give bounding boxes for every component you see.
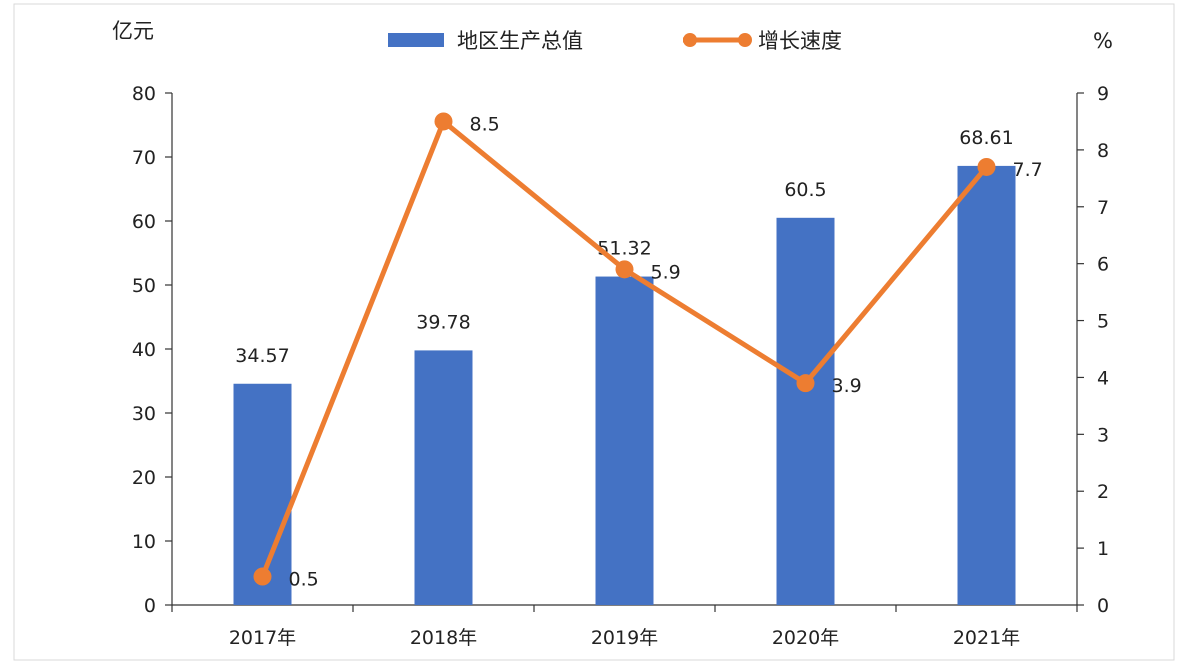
right-tick-label: 8 [1097,140,1109,162]
right-axis: 0 1 2 3 4 5 6 7 8 9 [1076,83,1109,617]
legend-swatch-gdp [388,33,444,47]
growth-point [615,260,634,279]
legend-label-gdp: 地区生产总值 [457,29,583,53]
left-tick-label: 30 [132,403,156,425]
bar-value-label: 68.61 [959,127,1013,149]
legend-swatch-growth [683,33,752,47]
right-tick-label: 2 [1097,481,1109,503]
x-tick-label: 2021年 [953,627,1020,649]
x-tick-label: 2019年 [591,627,658,649]
x-tick-label: 2018年 [410,627,477,649]
bar [957,165,1016,605]
left-tick-label: 50 [132,275,156,297]
left-tick-label: 10 [132,531,156,553]
bar-value-label: 34.57 [235,345,289,367]
right-tick-label: 4 [1097,367,1109,389]
right-tick-label: 7 [1097,197,1109,219]
left-tick-label: 70 [132,147,156,169]
bar-series [233,165,1016,606]
left-tick-label: 20 [132,467,156,489]
growth-value-label: 0.5 [289,569,319,591]
left-axis: 0 10 20 30 40 50 60 70 80 [132,83,173,617]
right-tick-label: 9 [1097,83,1109,105]
left-axis-unit: 亿元 [112,19,154,43]
x-tick-label: 2020年 [772,627,839,649]
right-tick-label: 1 [1097,538,1109,560]
growth-value-label: 5.9 [651,261,681,283]
growth-point [977,157,996,176]
growth-value-label: 8.5 [470,113,500,135]
growth-point [434,112,453,131]
bar [414,350,473,605]
bar [595,276,654,605]
bar-value-label: 60.5 [784,179,826,201]
chart-frame [13,3,1175,661]
right-axis-unit: % [1093,29,1113,53]
right-tick-label: 3 [1097,424,1109,446]
left-tick-label: 80 [132,83,156,105]
growth-value-label: 7.7 [1013,159,1043,181]
bar [776,217,835,606]
legend: 地区生产总值 增长速度 [388,29,842,53]
left-tick-label: 60 [132,211,156,233]
bar-value-label: 39.78 [416,311,470,333]
right-tick-label: 5 [1097,311,1109,333]
bar-value-label: 51.32 [597,238,651,260]
x-tick-label: 2017年 [229,627,296,649]
legend-label-growth: 增长速度 [758,29,842,53]
right-tick-label: 6 [1097,254,1109,276]
line-data-labels: 0.5 8.5 5.9 3.9 7.7 [289,113,1043,590]
left-tick-label: 0 [144,595,156,617]
growth-point [796,374,815,393]
right-tick-label: 0 [1097,595,1109,617]
x-axis: 2017年 2018年 2019年 2020年 2021年 [171,604,1078,649]
growth-point [253,567,272,586]
growth-value-label: 3.9 [832,375,862,397]
left-tick-label: 40 [132,339,156,361]
line-series [253,112,996,586]
bar-data-labels: 34.57 39.78 51.32 60.5 68.61 [235,127,1013,367]
